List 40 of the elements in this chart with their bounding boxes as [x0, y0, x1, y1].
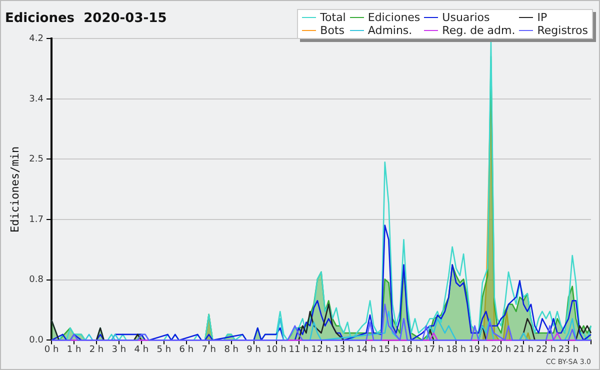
x-tick-label: 22 h [536, 344, 556, 355]
y-tick-label: 1.7 [29, 214, 44, 225]
x-tick-label: 1 h [66, 344, 82, 355]
x-tick-label: 20 h [491, 344, 512, 355]
x-tick-label: 2 h [89, 344, 104, 355]
legend-label: Registros [537, 24, 588, 37]
y-tick-label: 3.4 [29, 94, 44, 104]
x-tick-label: 21 h [514, 344, 534, 355]
x-tick-label: 12 h [311, 344, 332, 355]
x-tick-label: 7 h [202, 344, 216, 355]
x-tick-label: 9 h [246, 344, 261, 355]
x-tick-label: 11 h [288, 344, 309, 355]
legend-label: Admins. [368, 24, 412, 37]
x-tick-label: 18 h [446, 344, 466, 355]
legend-label: Ediciones [368, 11, 420, 24]
x-tick-label: 19 h [468, 344, 489, 355]
legend-label: Reg. de adm. [442, 24, 516, 37]
x-tick-label: 4 h [134, 344, 149, 355]
x-tick-label: 5 h [156, 344, 172, 355]
y-tick-label: 0.8 [29, 275, 44, 286]
x-tick-label: 23 h [558, 344, 579, 355]
x-tick-label: 6 h [179, 344, 194, 355]
x-tick-label: 8 h [224, 344, 238, 355]
x-tick-label: 3 h [112, 344, 126, 355]
x-tick-label: 13 h [334, 344, 354, 355]
x-tick-label: 10 h [266, 344, 286, 355]
legend-label: Total [320, 11, 346, 24]
y-axis-title: Ediciones/min [8, 146, 22, 232]
x-tick-label: 15 h [378, 344, 399, 355]
y-tick-label: 2.5 [29, 154, 44, 165]
x-tick-label: 17 h [424, 344, 444, 355]
legend-label: IP [537, 11, 548, 24]
chart-title: Ediciones 2020-03-15 [5, 11, 167, 26]
legend-label: Bots [320, 24, 344, 37]
y-tick-label: 4.2 [29, 34, 44, 44]
x-tick-label: 0 h [44, 344, 59, 355]
y-tick-label: 0.0 [29, 336, 44, 346]
x-tick-label: 16 h [401, 344, 422, 355]
x-tick-label: 14 h [356, 344, 376, 355]
legend-label: Usuarios [442, 11, 490, 24]
